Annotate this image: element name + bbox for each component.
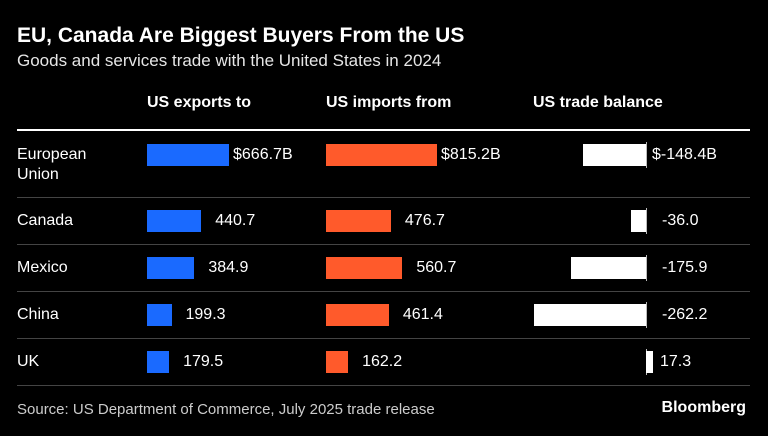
value-label: $815.2B [441,146,501,163]
chart-subtitle: Goods and services trade with the United… [17,51,442,70]
bar-imports [326,304,389,326]
bar-imports [326,257,403,279]
column-header-imports: US imports from [326,94,452,111]
chart-title: EU, Canada Are Biggest Buyers From the U… [17,24,465,47]
bar-exports [147,210,202,232]
bar-balance [646,351,654,373]
row-label: China [17,305,59,325]
bar-imports [326,144,437,166]
bar-balance [534,304,646,326]
row-divider [17,385,750,386]
zero-line [646,142,647,168]
row-label: UK [17,352,39,372]
value-label: 384.9 [208,259,249,276]
value-label: $666.7B [233,146,293,163]
value-label: 560.7 [416,259,457,276]
bar-imports [326,210,391,232]
header-divider [17,129,750,131]
value-label: -175.9 [662,259,708,276]
bar-balance [630,210,646,232]
zero-line [646,255,647,281]
value-label: 476.7 [404,212,445,229]
row-divider [17,244,750,245]
value-label: -262.2 [662,306,708,323]
row-divider [17,338,750,339]
value-label: 162.2 [362,353,403,370]
column-header-balance: US trade balance [533,94,663,111]
row-label-line: Mexico [17,259,68,276]
bar-imports [326,351,349,373]
row-divider [17,197,750,198]
source-note: Source: US Department of Commerce, July … [17,401,435,418]
row-label: Mexico [17,258,68,278]
value-label: 199.3 [185,306,226,323]
zero-line [646,208,647,234]
bar-balance [582,144,646,166]
bar-exports [147,351,170,373]
value-label: 179.5 [183,353,224,370]
column-header-exports: US exports to [147,94,252,111]
bar-exports [147,304,172,326]
row-label-line: Canada [17,212,74,229]
value-label: -36.0 [662,212,699,229]
value-label: 461.4 [402,306,443,323]
bar-exports [147,144,229,166]
row-label: European Union [17,145,86,185]
row-label-line: European [17,146,87,163]
row-label-line: China [17,306,59,323]
row-divider [17,291,750,292]
value-label: 17.3 [660,353,692,370]
row-label-line: Union [17,166,59,183]
bar-balance [570,257,646,279]
bar-exports [147,257,195,279]
value-label: $-148.4B [652,146,717,163]
row-label-line: UK [17,353,40,370]
value-label: 440.7 [215,212,256,229]
row-label: Canada [17,211,73,231]
zero-line [646,302,647,328]
bloomberg-logo: Bloomberg [661,399,746,416]
